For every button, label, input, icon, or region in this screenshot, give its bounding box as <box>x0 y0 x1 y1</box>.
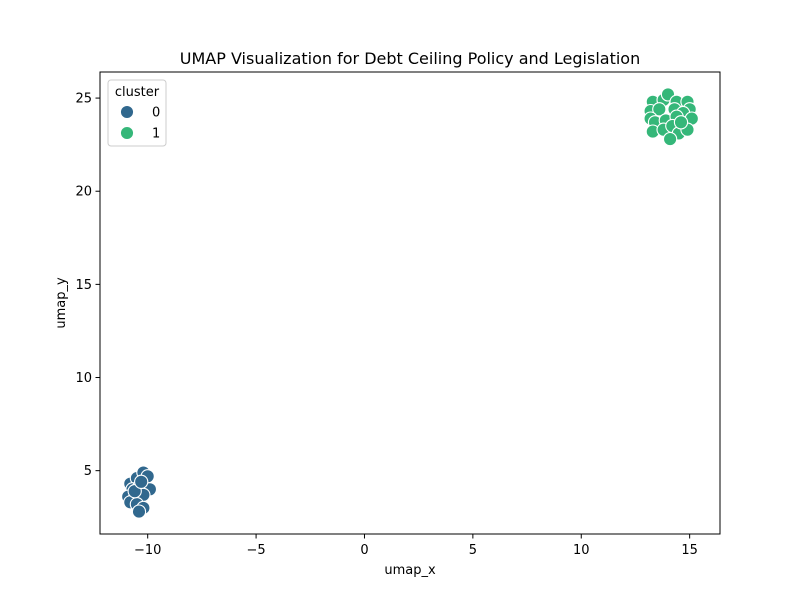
legend: cluster 0 1 <box>107 79 167 147</box>
legend-title: cluster <box>115 85 160 100</box>
cluster-1-point <box>673 115 689 130</box>
cluster-0-point <box>134 474 149 489</box>
cluster-0-point <box>131 504 147 519</box>
x-tick-label: 5 <box>469 543 477 558</box>
y-axis-label: umap_y <box>54 277 69 329</box>
x-axis-label: umap_x <box>384 563 436 578</box>
x-tick-label: 15 <box>681 543 698 558</box>
y-tick-label: 25 <box>75 92 92 107</box>
chart-title: UMAP Visualization for Debt Ceiling Poli… <box>180 49 640 68</box>
y-tick-label: 15 <box>75 278 92 293</box>
y-tick-label: 10 <box>75 371 92 386</box>
y-axis: 5 10 15 20 25 <box>75 92 100 479</box>
cluster-1-point <box>662 131 678 147</box>
legend-marker-1 <box>119 125 135 141</box>
legend-label-0: 0 <box>152 106 160 121</box>
x-tick-label: −10 <box>134 543 161 558</box>
legend-marker-0 <box>119 104 135 120</box>
plot-frame <box>99 71 721 535</box>
y-tick-label: 5 <box>84 464 92 479</box>
cluster-1-point <box>652 102 667 117</box>
legend-label-1: 1 <box>152 127 160 142</box>
x-tick-label: 0 <box>360 543 368 558</box>
y-tick-label: 20 <box>75 185 92 200</box>
points-layer <box>121 87 699 519</box>
x-tick-label: 10 <box>573 543 590 558</box>
x-tick-label: −5 <box>246 543 265 558</box>
x-axis: −10 −5 0 5 10 15 <box>134 534 698 558</box>
